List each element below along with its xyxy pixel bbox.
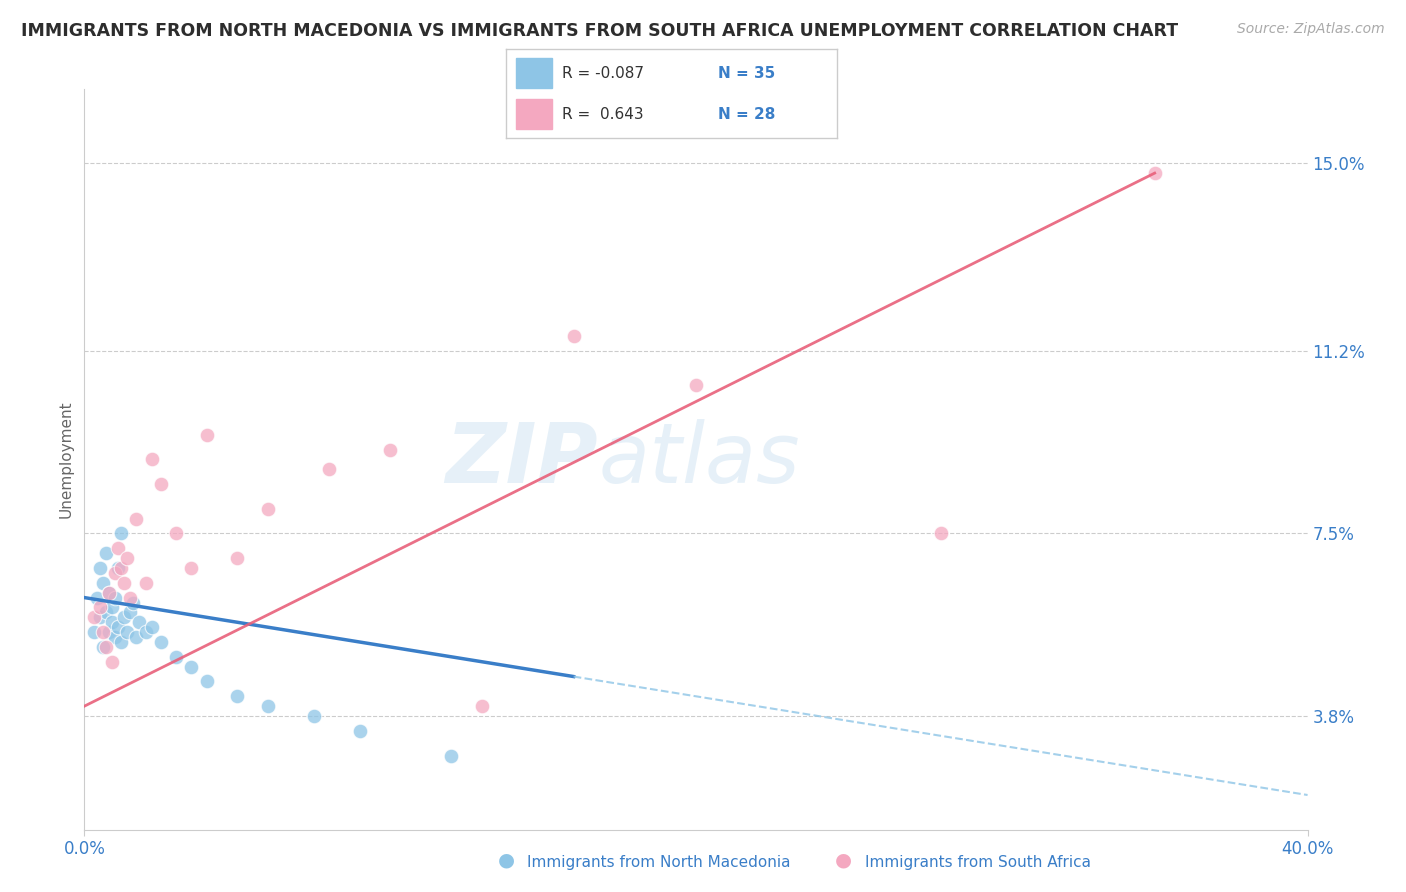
Point (302, 709, 325, 723)
Y-axis label: Unemployment: Unemployment (58, 401, 73, 518)
Point (149, 635, 172, 649)
Point (101, 615, 124, 630)
Point (101, 655, 124, 669)
Point (104, 630, 127, 644)
Point (110, 526, 132, 541)
Point (104, 566, 127, 580)
Text: R =  0.643: R = 0.643 (562, 107, 644, 121)
Point (226, 690, 249, 704)
Point (115, 551, 138, 566)
Point (94, 640, 117, 654)
Point (929, 526, 952, 541)
Point (226, 551, 249, 566)
Point (125, 511, 148, 525)
Point (107, 541, 129, 556)
Text: Immigrants from North Macedonia: Immigrants from North Macedonia (527, 855, 790, 870)
Point (89, 610, 111, 624)
Point (471, 699, 494, 714)
Point (97, 625, 120, 640)
Point (110, 561, 132, 575)
Point (135, 575, 157, 590)
Point (257, 501, 280, 516)
Point (128, 615, 150, 630)
Point (97, 585, 120, 599)
Point (125, 630, 148, 644)
Bar (516, 99, 553, 129)
Point (165, 649, 187, 664)
Point (104, 591, 127, 605)
Point (141, 452, 163, 467)
Point (107, 561, 129, 575)
Point (101, 600, 124, 615)
Bar (516, 58, 553, 88)
Point (562, 329, 585, 343)
Point (91, 640, 114, 654)
Text: IMMIGRANTS FROM NORTH MACEDONIA VS IMMIGRANTS FROM SOUTH AFRICA UNEMPLOYMENT COR: IMMIGRANTS FROM NORTH MACEDONIA VS IMMIG… (21, 22, 1178, 40)
Point (141, 620, 163, 634)
Point (86, 591, 108, 605)
Point (91, 625, 114, 640)
Point (112, 610, 135, 624)
Text: ZIP: ZIP (446, 419, 598, 500)
Point (165, 526, 187, 541)
Text: N = 35: N = 35 (717, 66, 775, 80)
Point (380, 442, 402, 457)
Point (89, 600, 111, 615)
Point (195, 427, 218, 442)
Point (107, 620, 129, 634)
Point (120, 591, 142, 605)
Point (318, 462, 340, 476)
Text: ●: ● (498, 851, 515, 870)
Point (112, 575, 135, 590)
Text: ●: ● (835, 851, 852, 870)
Point (349, 723, 371, 738)
Point (135, 625, 157, 640)
Point (115, 625, 138, 640)
Point (83, 610, 105, 624)
Point (91, 575, 114, 590)
Text: N = 28: N = 28 (717, 107, 775, 121)
Point (122, 595, 145, 609)
Point (94, 606, 117, 620)
Text: Source: ZipAtlas.com: Source: ZipAtlas.com (1237, 22, 1385, 37)
Point (257, 699, 280, 714)
Point (180, 659, 202, 673)
Point (180, 561, 202, 575)
Point (440, 748, 463, 763)
Text: R = -0.087: R = -0.087 (562, 66, 644, 80)
Point (97, 585, 120, 599)
Point (685, 378, 707, 392)
Text: atlas: atlas (598, 419, 800, 500)
Point (120, 606, 142, 620)
Point (1143, 166, 1166, 180)
Text: Immigrants from South Africa: Immigrants from South Africa (865, 855, 1091, 870)
Point (110, 635, 132, 649)
Point (149, 477, 172, 491)
Point (94, 546, 117, 560)
Point (83, 625, 105, 640)
Point (195, 674, 218, 689)
Point (89, 561, 111, 575)
